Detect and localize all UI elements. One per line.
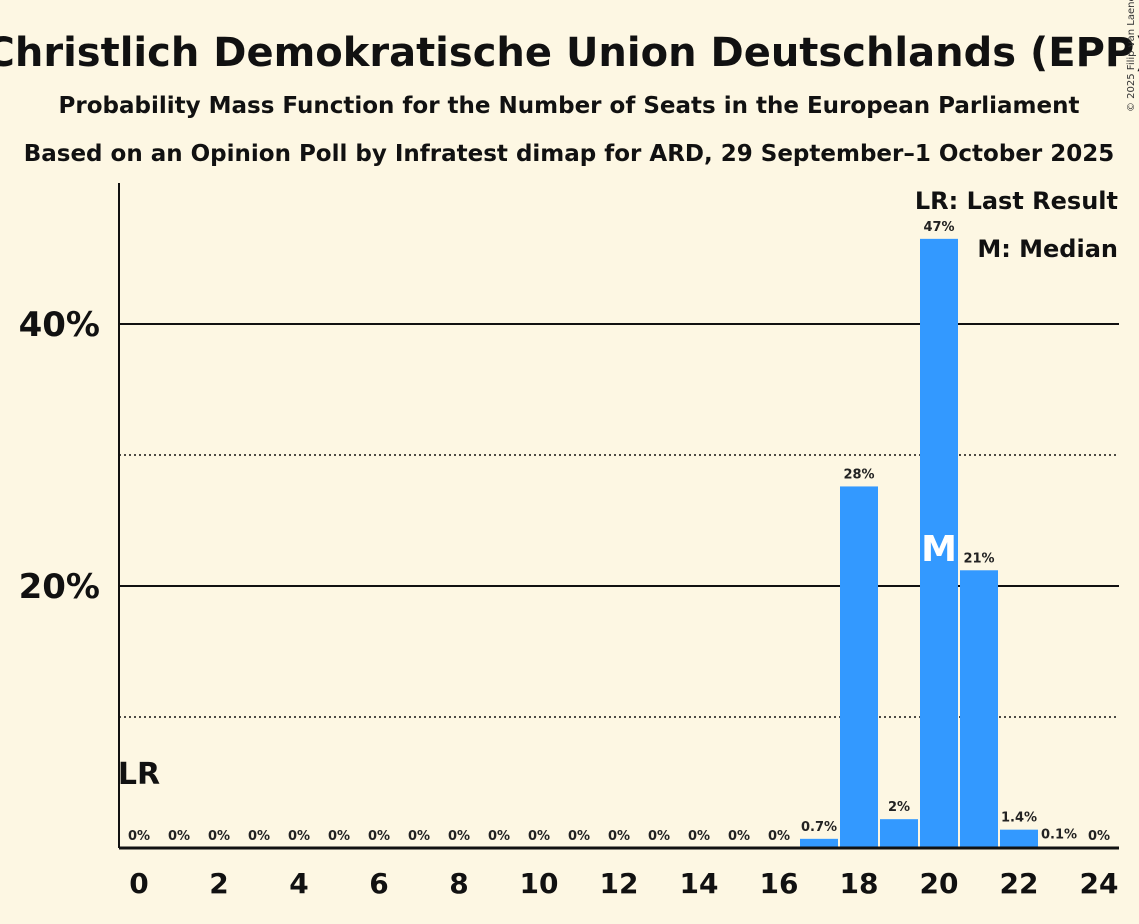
x-tick-label: 14 [680, 867, 719, 900]
bar-20 [920, 238, 958, 849]
legend-median: M: Median [977, 235, 1118, 263]
data-label-2: 0% [208, 829, 230, 844]
data-label-9: 0% [488, 829, 510, 844]
x-tick-label: 20 [920, 867, 959, 900]
data-label-18: 28% [843, 467, 874, 482]
x-tick-label: 22 [1000, 867, 1039, 900]
chart-subtitle-source: Based on an Opinion Poll by Infratest di… [24, 141, 1115, 167]
data-label-24: 0% [1088, 829, 1110, 844]
data-label-20: 47% [923, 220, 954, 235]
data-label-16: 0% [768, 829, 790, 844]
bar-21 [960, 570, 998, 848]
data-label-5: 0% [328, 829, 350, 844]
x-tick-label: 2 [209, 867, 228, 900]
bar-22 [1000, 829, 1038, 848]
data-label-14: 0% [688, 829, 710, 844]
chart-title: Christlich Demokratische Union Deutschla… [0, 30, 1139, 76]
data-label-17: 0.7% [801, 820, 837, 835]
y-tick-label: 40% [19, 305, 100, 345]
data-label-21: 21% [963, 551, 994, 566]
x-tick-label: 4 [289, 867, 308, 900]
data-label-7: 0% [408, 829, 430, 844]
data-label-6: 0% [368, 829, 390, 844]
x-tick-label: 0 [129, 867, 148, 900]
bar-17 [800, 838, 838, 848]
data-label-22: 1.4% [1001, 811, 1037, 826]
legend-last-result: LR: Last Result [915, 187, 1118, 215]
data-label-10: 0% [528, 829, 550, 844]
median-marker: M [921, 529, 957, 570]
y-tick-label: 20% [19, 567, 100, 607]
x-tick-label: 18 [840, 867, 879, 900]
data-label-23: 0.1% [1041, 828, 1077, 843]
x-tick-label: 8 [449, 867, 468, 900]
data-label-8: 0% [448, 829, 470, 844]
data-label-0: 0% [128, 829, 150, 844]
x-tick-label: 6 [369, 867, 388, 900]
x-tick-label: 12 [600, 867, 639, 900]
data-label-15: 0% [728, 829, 750, 844]
data-label-3: 0% [248, 829, 270, 844]
chart-subtitle: Probability Mass Function for the Number… [59, 93, 1080, 119]
data-label-4: 0% [288, 829, 310, 844]
x-tick-label: 16 [760, 867, 799, 900]
data-label-12: 0% [608, 829, 630, 844]
copyright: © 2025 Filip van Laenen [1126, 0, 1137, 112]
data-label-11: 0% [568, 829, 590, 844]
x-tick-label: 10 [520, 867, 559, 900]
x-tick-label: 24 [1080, 867, 1119, 900]
last-result-marker: LR [118, 757, 160, 792]
bar-19 [880, 819, 918, 848]
bar-18 [840, 486, 878, 848]
data-label-1: 0% [168, 829, 190, 844]
data-label-19: 2% [888, 800, 910, 815]
data-label-13: 0% [648, 829, 670, 844]
